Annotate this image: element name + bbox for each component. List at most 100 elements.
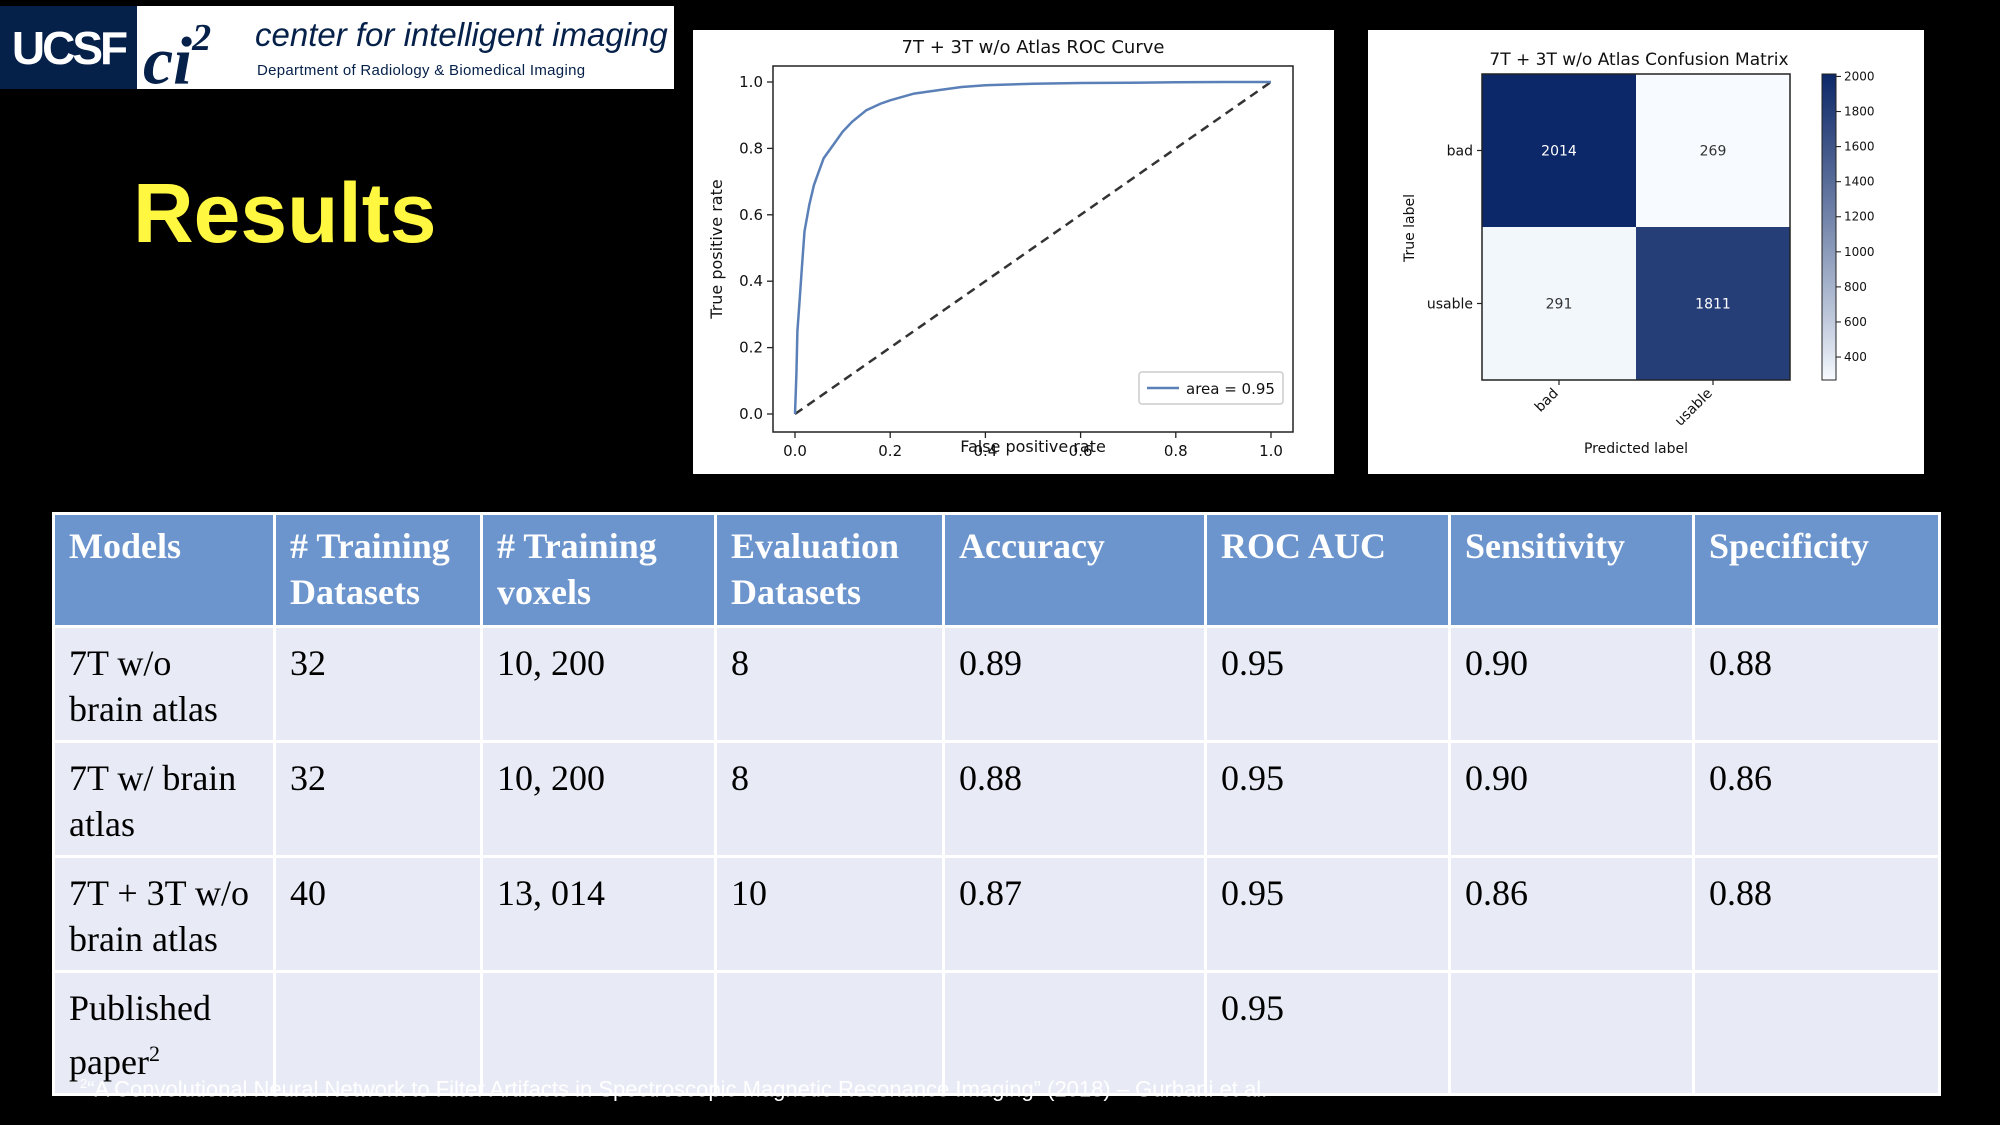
header-specificity: Specificity xyxy=(1692,512,1941,628)
roc-x-tick-label: 0.8 xyxy=(1164,442,1188,460)
roc-y-tick-label: 0.4 xyxy=(739,272,763,290)
header-models: Models xyxy=(52,512,276,628)
roc-y-tick-label: 0.0 xyxy=(739,405,763,423)
roc-xlabel: False positive rate xyxy=(960,437,1106,456)
cell-training-datasets: 32 xyxy=(273,740,483,858)
cm-colorbar-tick-label: 1200 xyxy=(1844,210,1875,224)
cm-colorbar-tick-label: 2000 xyxy=(1844,69,1875,83)
confusion-matrix-panel: 7T + 3T w/o Atlas Confusion Matrix 2014 2… xyxy=(1368,30,1924,474)
roc-x-tick-label: 0.2 xyxy=(878,442,902,460)
cm-col-label: bad xyxy=(1532,386,1562,416)
cell-evaluation-datasets: 8 xyxy=(714,625,945,743)
cm-colorbar-tick-label: 400 xyxy=(1844,350,1867,364)
cm-colorbar-tick-label: 800 xyxy=(1844,280,1867,294)
cell-training-voxels: 13, 014 xyxy=(480,855,717,973)
cm-cell xyxy=(1636,227,1790,380)
header-training-datasets: # Training Datasets xyxy=(273,512,483,628)
roc-y-tick-label: 0.2 xyxy=(739,339,763,357)
cell-training-datasets: 32 xyxy=(273,625,483,743)
roc-y-tick-label: 1.0 xyxy=(739,73,763,91)
cm-colorbar-tick-label: 1800 xyxy=(1844,105,1875,119)
roc-y-tick-label: 0.6 xyxy=(739,206,763,224)
cell-sensitivity: 0.90 xyxy=(1448,625,1695,743)
cm-xlabel: Predicted label xyxy=(1584,441,1688,457)
results-table: Models # Training Datasets # Training voxe… xyxy=(52,512,1941,1096)
center-name: center for intelligent imaging xyxy=(255,16,668,53)
cell-training-voxels xyxy=(480,970,717,1096)
header-evaluation-datasets: Evaluation Datasets xyxy=(714,512,945,628)
ci2-mark: ci2 xyxy=(143,17,212,99)
roc-x-tick-label: 0.6 xyxy=(1069,442,1093,460)
cm-colorbar-tick-label: 1600 xyxy=(1844,140,1875,154)
cell-specificity: 0.88 xyxy=(1692,855,1941,973)
cm-row-label: usable xyxy=(1427,297,1473,313)
cm-cell xyxy=(1482,74,1636,227)
cell-roc-auc: 0.95 xyxy=(1204,625,1451,743)
cm-cell-value: 269 xyxy=(1700,144,1727,160)
table-row: 7T w/ brain atlas 32 10, 200 8 0.88 0.95 … xyxy=(52,740,1941,858)
header-sensitivity: Sensitivity xyxy=(1448,512,1695,628)
cm-cell xyxy=(1636,74,1790,227)
cm-ylabel: True label xyxy=(1402,194,1418,263)
cm-cell xyxy=(1482,227,1636,380)
cm-colorbar-tick-label: 1400 xyxy=(1844,175,1875,189)
cell-evaluation-datasets: 10 xyxy=(714,855,945,973)
cell-training-voxels: 10, 200 xyxy=(480,740,717,858)
roc-chance-line xyxy=(794,80,1272,416)
table-row: 7T w/o brain atlas 32 10, 200 8 0.89 0.95… xyxy=(52,625,1941,743)
cell-training-datasets: 40 xyxy=(273,855,483,973)
cell-sensitivity xyxy=(1448,970,1695,1096)
cm-colorbar-tick-label: 1000 xyxy=(1844,245,1875,259)
header-training-voxels: # Training voxels xyxy=(480,512,717,628)
cell-model: 7T w/ brain atlas xyxy=(52,740,276,858)
cell-evaluation-datasets: 8 xyxy=(714,740,945,858)
roc-y-tick-label: 0.8 xyxy=(739,139,763,157)
cell-specificity: 0.88 xyxy=(1692,625,1941,743)
cm-cell-value: 2014 xyxy=(1541,144,1577,160)
roc-ylabel: True positive rate xyxy=(707,179,726,319)
roc-chart: 7T + 3T w/o Atlas ROC Curve 0.0 0.2 0.4 0.6… xyxy=(707,37,1294,460)
roc-chart-panel: 7T + 3T w/o Atlas ROC Curve 0.0 0.2 0.4 0.6… xyxy=(693,30,1334,474)
table-row: 7T + 3T w/o brain atlas 40 13, 014 10 0.8… xyxy=(52,855,1941,973)
table-row: Published paper2 0.95 xyxy=(52,970,1941,1096)
footnote: 2“A Convolutional Neural Network to Filt… xyxy=(80,1076,1268,1102)
cell-accuracy: 0.89 xyxy=(942,625,1207,743)
cell-sensitivity: 0.86 xyxy=(1448,855,1695,973)
cm-colorbar xyxy=(1821,73,1837,381)
cell-accuracy: 0.88 xyxy=(942,740,1207,858)
cell-evaluation-datasets xyxy=(714,970,945,1096)
ucsf-logo: UCSF xyxy=(0,6,137,89)
roc-legend-label: area = 0.95 xyxy=(1186,380,1275,398)
cell-specificity xyxy=(1692,970,1941,1096)
cm-colorbar-tick-label: 600 xyxy=(1844,315,1867,329)
department-name: Department of Radiology & Biomedical Ima… xyxy=(257,62,586,79)
cell-model: 7T + 3T w/o brain atlas xyxy=(52,855,276,973)
ucsf-ci2-logo: UCSF ci2 center for intelligent imaging … xyxy=(0,6,674,99)
cm-row-label: bad xyxy=(1447,144,1473,160)
ci2-logo: ci2 center for intelligent imaging Depar… xyxy=(137,6,674,99)
cell-specificity: 0.86 xyxy=(1692,740,1941,858)
cell-roc-auc: 0.95 xyxy=(1204,970,1451,1096)
slide-title: Results xyxy=(133,166,437,260)
cell-roc-auc: 0.95 xyxy=(1204,740,1451,858)
cell-model: 7T w/o brain atlas xyxy=(52,625,276,743)
table-header-row: Models # Training Datasets # Training voxe… xyxy=(52,512,1941,628)
roc-x-tick-label: 1.0 xyxy=(1259,442,1283,460)
roc-title: 7T + 3T w/o Atlas ROC Curve xyxy=(902,37,1165,58)
cell-sensitivity: 0.90 xyxy=(1448,740,1695,858)
cell-training-datasets xyxy=(273,970,483,1096)
cell-accuracy: 0.87 xyxy=(942,855,1207,973)
roc-x-tick-label: 0.4 xyxy=(973,442,997,460)
cm-title: 7T + 3T w/o Atlas Confusion Matrix xyxy=(1489,50,1788,70)
header-roc-auc: ROC AUC xyxy=(1204,512,1451,628)
roc-curve-line xyxy=(793,80,1271,415)
cell-training-voxels: 10, 200 xyxy=(480,625,717,743)
cm-cell-value: 291 xyxy=(1546,297,1573,313)
roc-legend: area = 0.95 xyxy=(1138,371,1284,405)
cm-cell-value: 1811 xyxy=(1695,297,1731,313)
roc-x-tick-label: 0.0 xyxy=(783,442,807,460)
cell-roc-auc: 0.95 xyxy=(1204,855,1451,973)
cell-accuracy xyxy=(942,970,1207,1096)
cell-model: Published paper2 xyxy=(52,970,276,1096)
header-accuracy: Accuracy xyxy=(942,512,1207,628)
